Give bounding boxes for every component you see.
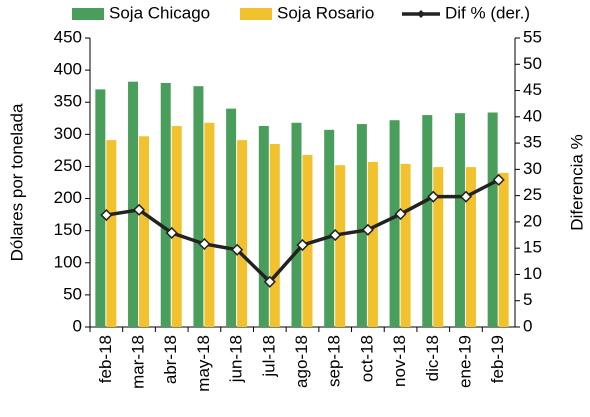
x-tick-label: ene-19 bbox=[455, 335, 474, 388]
x-tick-label: abr-18 bbox=[161, 335, 180, 384]
bar bbox=[356, 124, 367, 328]
x-tick-label: ago-18 bbox=[292, 335, 311, 388]
y2-tick-label: 30 bbox=[523, 159, 542, 178]
bar bbox=[237, 140, 248, 327]
y-tick-label: 450 bbox=[54, 27, 82, 46]
marker bbox=[296, 238, 309, 252]
x-tick-label: dic-18 bbox=[423, 335, 442, 381]
y2-axis-label: Diferencia % bbox=[567, 134, 586, 230]
y2-tick-label: 15 bbox=[523, 238, 542, 257]
legend-label: Soja Chicago bbox=[109, 3, 210, 22]
y2-tick-label: 5 bbox=[523, 290, 532, 309]
x-tick-label: oct-18 bbox=[357, 335, 376, 382]
x-tick-label: mar-18 bbox=[129, 335, 148, 389]
y2-tick-label: 20 bbox=[523, 211, 542, 230]
marker bbox=[165, 226, 178, 240]
y-tick-label: 300 bbox=[54, 124, 82, 143]
y2-tick-label: 50 bbox=[523, 54, 542, 73]
x-tick-label: sep-18 bbox=[325, 335, 344, 387]
y2-tick-label: 40 bbox=[523, 106, 542, 125]
marker bbox=[427, 190, 440, 203]
bar bbox=[389, 120, 400, 328]
y-tick-label: 150 bbox=[54, 220, 82, 239]
x-tick-label: feb-19 bbox=[488, 335, 507, 383]
bar bbox=[465, 167, 476, 327]
bar bbox=[400, 163, 411, 327]
y2-tick-label: 10 bbox=[523, 264, 542, 283]
y2-tick-label: 25 bbox=[523, 185, 542, 204]
x-tick-label: feb-18 bbox=[96, 335, 115, 383]
marker bbox=[198, 237, 211, 251]
bar bbox=[487, 112, 498, 328]
bar bbox=[367, 161, 378, 327]
marker bbox=[263, 275, 276, 288]
bar bbox=[422, 115, 433, 327]
marker bbox=[459, 190, 473, 203]
bar bbox=[128, 81, 139, 327]
bar bbox=[498, 172, 509, 327]
legend-label: Soja Rosario bbox=[277, 3, 374, 22]
y-axis-label: Dólares por tonelada bbox=[7, 103, 26, 261]
legend-label: Dif % (der.) bbox=[445, 3, 530, 22]
y-tick-label: 100 bbox=[54, 252, 82, 271]
bar bbox=[335, 165, 346, 327]
bar bbox=[324, 129, 335, 327]
y2-tick-label: 55 bbox=[523, 27, 542, 46]
x-tick-label: may-18 bbox=[194, 335, 213, 392]
marker bbox=[329, 228, 342, 242]
y-tick-label: 350 bbox=[54, 92, 82, 111]
marker bbox=[361, 223, 374, 236]
x-tick-label: jul-18 bbox=[259, 335, 278, 378]
bar bbox=[139, 136, 150, 327]
y-tick-label: 400 bbox=[54, 60, 82, 79]
y-tick-label: 250 bbox=[54, 156, 82, 175]
bar bbox=[269, 143, 280, 327]
marker bbox=[100, 209, 113, 222]
bar bbox=[204, 122, 215, 327]
bar bbox=[160, 82, 171, 327]
bar bbox=[291, 122, 302, 327]
legend-swatch bbox=[72, 8, 104, 20]
legend-swatch bbox=[240, 8, 272, 20]
y2-tick-label: 45 bbox=[523, 80, 542, 99]
y-tick-label: 50 bbox=[63, 284, 82, 303]
bar bbox=[226, 108, 237, 328]
legend-marker bbox=[417, 10, 425, 18]
x-tick-label: jun-18 bbox=[227, 335, 246, 383]
y2-tick-label: 0 bbox=[523, 316, 532, 335]
bar bbox=[302, 154, 313, 327]
bar bbox=[106, 140, 117, 327]
marker bbox=[492, 173, 505, 186]
y-tick-label: 200 bbox=[54, 188, 82, 207]
bar bbox=[193, 86, 204, 328]
bar bbox=[171, 125, 182, 328]
marker bbox=[132, 203, 146, 216]
bar bbox=[258, 125, 269, 328]
x-tick-label: nov-18 bbox=[390, 335, 409, 387]
marker bbox=[231, 243, 244, 256]
y2-tick-label: 35 bbox=[523, 133, 542, 152]
y-tick-label: 0 bbox=[73, 316, 82, 335]
marker bbox=[394, 207, 407, 221]
bar bbox=[454, 113, 465, 327]
bar bbox=[433, 167, 444, 327]
bar bbox=[95, 89, 106, 327]
